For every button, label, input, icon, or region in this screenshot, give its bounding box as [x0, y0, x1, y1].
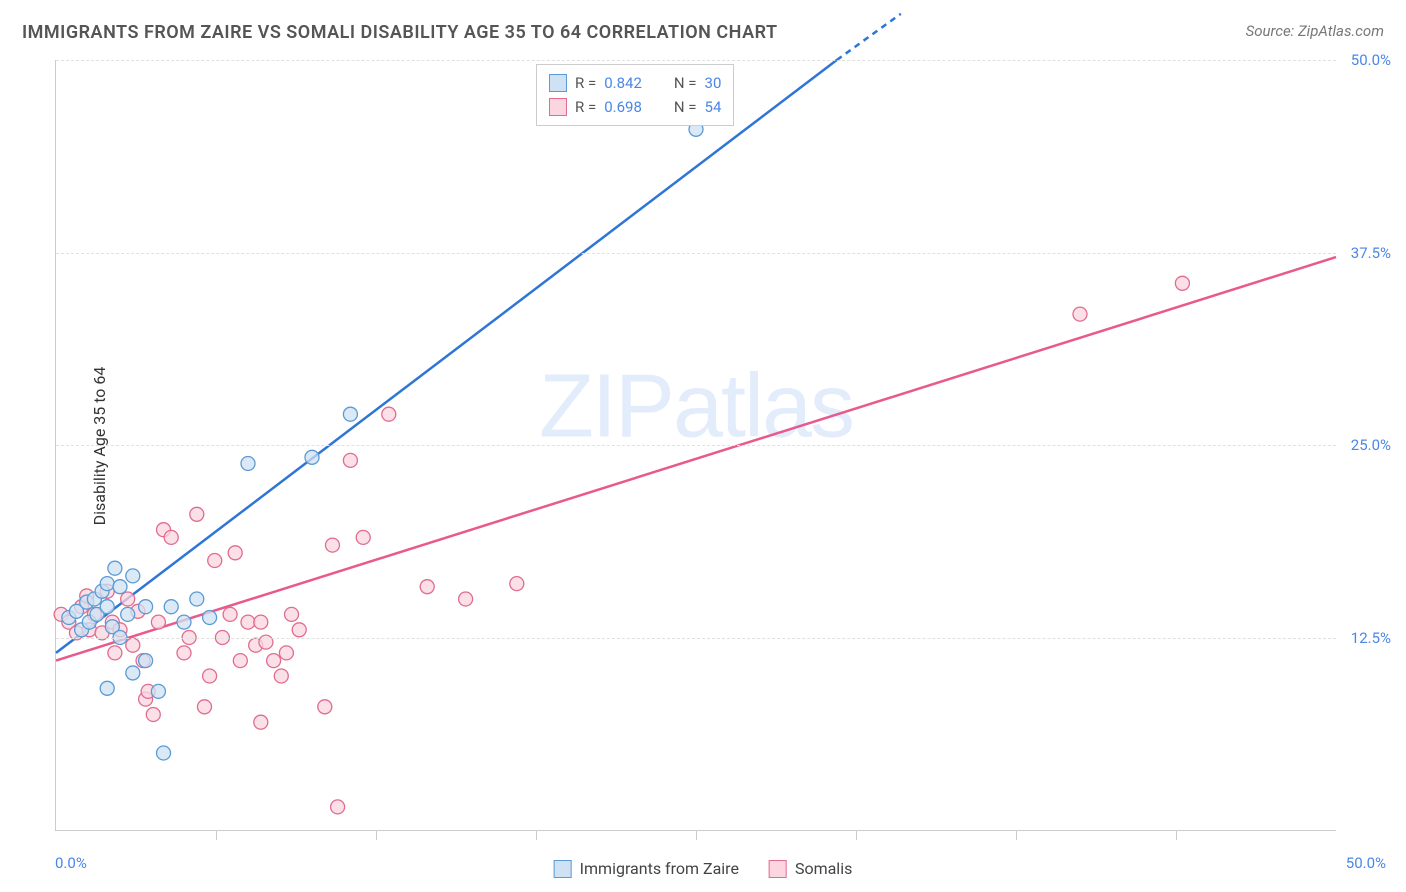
legend-swatch — [549, 74, 567, 92]
scatter-point-blue — [126, 666, 140, 680]
scatter-point-pink — [279, 646, 293, 660]
r-label: R = — [575, 71, 596, 95]
scatter-point-pink — [382, 407, 396, 421]
scatter-point-blue — [241, 456, 255, 470]
scatter-point-pink — [146, 708, 160, 722]
gridline-h — [56, 253, 1336, 254]
correlation-legend: R = 0.842 N = 30 R = 0.698 N = 54 — [536, 64, 734, 126]
scatter-point-pink — [126, 638, 140, 652]
scatter-point-pink — [190, 507, 204, 521]
x-tick — [856, 830, 857, 840]
scatter-point-pink — [233, 654, 247, 668]
n-value: 54 — [705, 95, 722, 119]
scatter-point-blue — [157, 746, 171, 760]
legend-swatch — [549, 98, 567, 116]
scatter-point-pink — [274, 669, 288, 683]
legend-label: Somalis — [795, 859, 852, 878]
scatter-point-blue — [190, 592, 204, 606]
scatter-point-blue — [100, 577, 114, 591]
scatter-point-pink — [292, 623, 306, 637]
scatter-point-pink — [223, 607, 237, 621]
scatter-point-pink — [285, 607, 299, 621]
x-end-label: 50.0% — [1346, 854, 1386, 872]
y-tick-label: 12.5% — [1351, 629, 1391, 647]
chart-title: IMMIGRANTS FROM ZAIRE VS SOMALI DISABILI… — [22, 22, 778, 43]
scatter-point-pink — [318, 700, 332, 714]
gridline-h — [56, 60, 1336, 61]
scatter-point-pink — [331, 800, 345, 814]
scatter-point-blue — [305, 450, 319, 464]
r-label: R = — [575, 95, 596, 119]
scatter-point-blue — [108, 561, 122, 575]
scatter-point-pink — [254, 615, 268, 629]
scatter-point-pink — [356, 530, 370, 544]
legend-swatch — [554, 860, 572, 878]
scatter-point-blue — [100, 600, 114, 614]
gridline-h — [56, 445, 1336, 446]
legend-item: Somalis — [769, 859, 852, 878]
legend-label: Immigrants from Zaire — [580, 859, 739, 878]
scatter-point-pink — [151, 615, 165, 629]
scatter-point-pink — [325, 538, 339, 552]
r-value: 0.698 — [604, 95, 642, 119]
y-tick-label: 50.0% — [1351, 51, 1391, 69]
trend-line-blue — [56, 60, 837, 653]
legend-swatch — [769, 860, 787, 878]
n-label: N = — [674, 95, 697, 119]
scatter-point-blue — [113, 580, 127, 594]
scatter-point-pink — [510, 577, 524, 591]
legend-item: Immigrants from Zaire — [554, 859, 739, 878]
scatter-point-pink — [420, 580, 434, 594]
gridline-h — [56, 638, 1336, 639]
correlation-row: R = 0.842 N = 30 — [549, 71, 721, 95]
scatter-point-blue — [343, 407, 357, 421]
x-tick — [216, 830, 217, 840]
x-tick — [696, 830, 697, 840]
scatter-point-blue — [100, 681, 114, 695]
scatter-point-blue — [151, 684, 165, 698]
x-tick — [1016, 830, 1017, 840]
scatter-point-blue — [126, 569, 140, 583]
scatter-point-pink — [241, 615, 255, 629]
scatter-point-blue — [139, 654, 153, 668]
scatter-point-pink — [121, 592, 135, 606]
x-tick — [536, 830, 537, 840]
y-tick-label: 37.5% — [1351, 244, 1391, 262]
scatter-point-blue — [164, 600, 178, 614]
scatter-point-pink — [267, 654, 281, 668]
plot-area: ZIPatlas R = 0.842N = 30R = 0.698N = 54 … — [55, 60, 1336, 831]
scatter-point-pink — [197, 700, 211, 714]
series-legend: Immigrants from Zaire Somalis — [554, 859, 853, 878]
x-tick — [1176, 830, 1177, 840]
scatter-point-pink — [228, 546, 242, 560]
scatter-point-pink — [343, 453, 357, 467]
scatter-point-pink — [108, 646, 122, 660]
correlation-row: R = 0.698 N = 54 — [549, 95, 721, 119]
scatter-point-pink — [254, 715, 268, 729]
scatter-point-pink — [203, 669, 217, 683]
scatter-point-pink — [459, 592, 473, 606]
source-attribution: Source: ZipAtlas.com — [1246, 22, 1384, 40]
x-tick — [376, 830, 377, 840]
n-value: 30 — [705, 71, 722, 95]
y-tick-label: 25.0% — [1351, 436, 1391, 454]
scatter-point-blue — [139, 600, 153, 614]
scatter-point-pink — [164, 530, 178, 544]
r-value: 0.842 — [604, 71, 642, 95]
trend-line-blue-dashed — [837, 14, 901, 60]
scatter-point-blue — [121, 607, 135, 621]
scatter-point-pink — [1073, 307, 1087, 321]
scatter-point-pink — [208, 554, 222, 568]
scatter-point-pink — [1175, 276, 1189, 290]
scatter-point-blue — [203, 610, 217, 624]
scatter-point-pink — [177, 646, 191, 660]
x-origin-label: 0.0% — [55, 854, 87, 872]
n-label: N = — [674, 71, 697, 95]
scatter-point-blue — [177, 615, 191, 629]
